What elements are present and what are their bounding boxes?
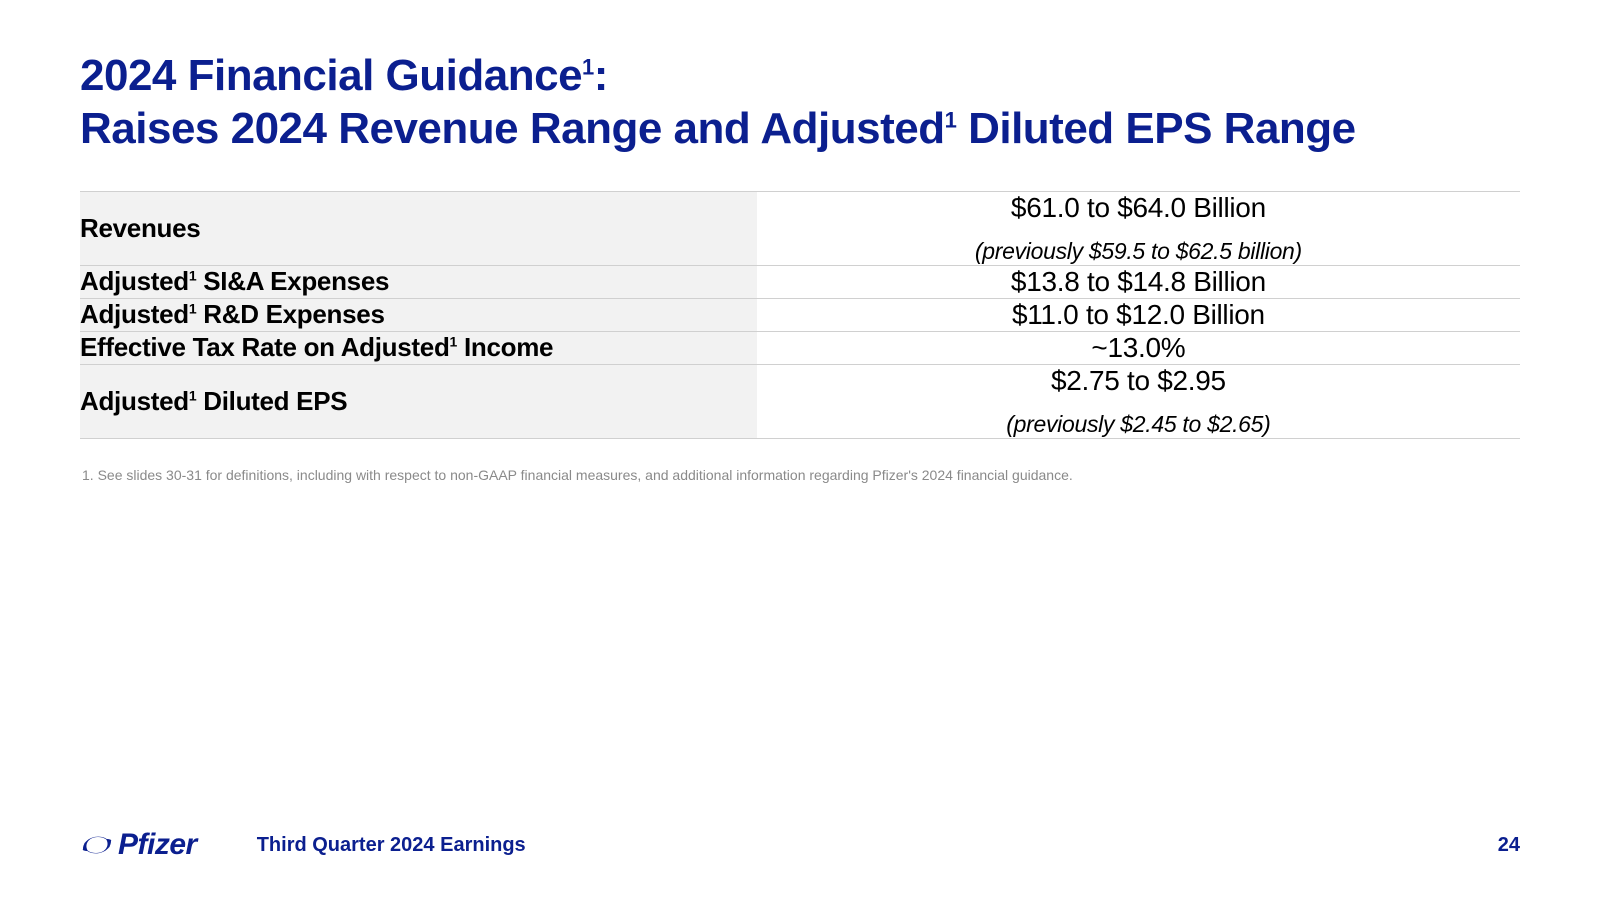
pfizer-logo: Pfizer bbox=[80, 828, 197, 862]
value-main: $61.0 to $64.0 Billion bbox=[757, 192, 1520, 224]
row-label: Revenues bbox=[80, 191, 757, 265]
value-main: ~13.0% bbox=[757, 332, 1520, 364]
logo-text: Pfizer bbox=[118, 828, 197, 862]
footer-caption: Third Quarter 2024 Earnings bbox=[257, 834, 526, 857]
label-post: R&D Expenses bbox=[196, 299, 384, 329]
label-pre: Adjusted bbox=[80, 386, 189, 416]
title-sup-1: 1 bbox=[582, 54, 594, 79]
table-row: Adjusted1 SI&A Expenses$13.8 to $14.8 Bi… bbox=[80, 265, 1520, 298]
title-line2-pre: Raises 2024 Revenue Range and Adjusted bbox=[80, 104, 945, 153]
table-row: Adjusted1 R&D Expenses$11.0 to $12.0 Bil… bbox=[80, 298, 1520, 331]
row-value: $2.75 to $2.95 (previously $2.45 to $2.65… bbox=[757, 364, 1520, 438]
slide-footer: Pfizer Third Quarter 2024 Earnings 24 bbox=[80, 828, 1520, 862]
label-pre: Adjusted bbox=[80, 266, 189, 296]
row-value: $13.8 to $14.8 Billion bbox=[757, 265, 1520, 298]
label-pre: Effective Tax Rate on Adjusted bbox=[80, 332, 450, 362]
row-value: $61.0 to $64.0 Billion (previously $59.5 … bbox=[757, 191, 1520, 265]
value-sub: (previously $59.5 to $62.5 billion) bbox=[757, 238, 1520, 265]
table-row: Revenues $61.0 to $64.0 Billion (previousl… bbox=[80, 191, 1520, 265]
label-post: SI&A Expenses bbox=[196, 266, 389, 296]
table-row: Adjusted1 Diluted EPS$2.75 to $2.95 (prev… bbox=[80, 364, 1520, 438]
label-pre: Revenues bbox=[80, 213, 200, 243]
label-post: Diluted EPS bbox=[196, 386, 347, 416]
label-post: Income bbox=[457, 332, 553, 362]
pfizer-swirl-icon bbox=[80, 831, 114, 859]
row-label: Effective Tax Rate on Adjusted1 Income bbox=[80, 331, 757, 364]
value-main: $13.8 to $14.8 Billion bbox=[757, 266, 1520, 298]
row-label: Adjusted1 Diluted EPS bbox=[80, 364, 757, 438]
guidance-table: Revenues $61.0 to $64.0 Billion (previousl… bbox=[80, 191, 1520, 439]
value-main: $11.0 to $12.0 Billion bbox=[757, 299, 1520, 331]
row-value: ~13.0% bbox=[757, 331, 1520, 364]
label-sup: 1 bbox=[450, 333, 458, 349]
title-line2-post: Diluted EPS Range bbox=[956, 104, 1355, 153]
value-main: $2.75 to $2.95 bbox=[757, 365, 1520, 397]
title-line1-post: : bbox=[594, 51, 608, 100]
row-label: Adjusted1 R&D Expenses bbox=[80, 298, 757, 331]
label-pre: Adjusted bbox=[80, 299, 189, 329]
title-sup-2: 1 bbox=[945, 107, 957, 132]
value-sub: (previously $2.45 to $2.65) bbox=[757, 411, 1520, 438]
slide-title: 2024 Financial Guidance1: Raises 2024 Re… bbox=[80, 50, 1520, 156]
footnote-text: 1. See slides 30-31 for definitions, inc… bbox=[80, 467, 1520, 483]
page-number: 24 bbox=[1498, 834, 1520, 857]
title-line1-pre: 2024 Financial Guidance bbox=[80, 51, 582, 100]
row-label: Adjusted1 SI&A Expenses bbox=[80, 265, 757, 298]
slide-container: 2024 Financial Guidance1: Raises 2024 Re… bbox=[0, 0, 1600, 900]
row-value: $11.0 to $12.0 Billion bbox=[757, 298, 1520, 331]
table-row: Effective Tax Rate on Adjusted1 Income~1… bbox=[80, 331, 1520, 364]
